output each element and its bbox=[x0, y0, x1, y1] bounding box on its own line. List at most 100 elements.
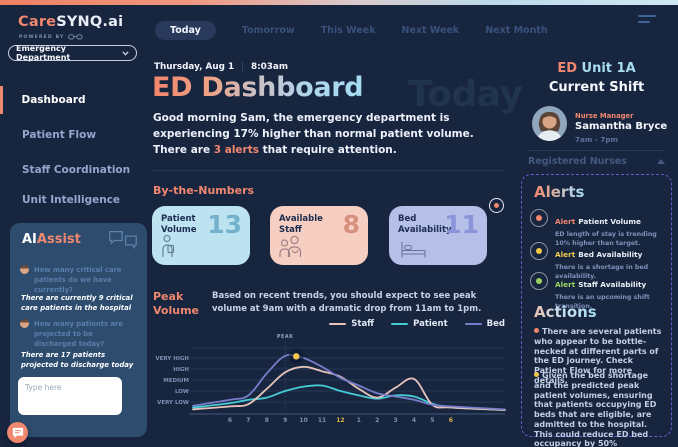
chat-answer: There are 17 patients projected to disch… bbox=[21, 351, 134, 370]
logo-care: Care bbox=[18, 14, 57, 30]
svg-text:3: 3 bbox=[394, 417, 398, 424]
svg-text:8: 8 bbox=[265, 417, 269, 424]
alert-bed-availability[interactable]: Alert Bed Availability There is a shortag… bbox=[530, 242, 662, 281]
tab-next-month[interactable]: Next Month bbox=[485, 25, 548, 36]
tab-next-week[interactable]: Next Week bbox=[401, 25, 460, 36]
bed-icon bbox=[400, 241, 427, 262]
staff-icon bbox=[277, 234, 303, 262]
svg-text:9: 9 bbox=[283, 417, 287, 424]
sidebar-item-unit-intelligence[interactable]: Unit Intelligence bbox=[22, 194, 121, 206]
svg-text:HIGH: HIGH bbox=[173, 367, 189, 373]
sidebar-item-staff-coordination[interactable]: Staff Coordination bbox=[22, 164, 131, 176]
nurse-name: Samantha Bryce bbox=[575, 121, 668, 132]
svg-text:12: 12 bbox=[336, 417, 344, 424]
aiassist-title: AIAssist bbox=[22, 232, 81, 247]
peak-volume-description: Based on recent trends, you should expec… bbox=[212, 291, 482, 314]
legend-item-staff: Staff bbox=[329, 319, 374, 329]
aiassist-panel: AIAssist How many critical care patients… bbox=[10, 223, 147, 437]
alert-detail: There is a shortage in bed availability. bbox=[555, 264, 649, 281]
current-shift-label: Current Shift bbox=[548, 79, 645, 95]
hamburger-menu-icon[interactable] bbox=[638, 15, 656, 27]
alerts-count-highlight: 3 alerts bbox=[213, 143, 259, 156]
svg-text:11: 11 bbox=[318, 417, 326, 424]
alerts-title: Alerts bbox=[534, 183, 585, 201]
alert-detail: ED length of stay is trending 10% higher… bbox=[555, 231, 657, 248]
svg-text:5: 5 bbox=[430, 417, 434, 424]
svg-text:6: 6 bbox=[449, 417, 453, 424]
action-item: Given the bed shortage and the predicted… bbox=[534, 371, 657, 447]
logo-synq: SYNQ.ai bbox=[56, 14, 124, 30]
department-dropdown[interactable]: Emergency Department bbox=[8, 44, 137, 62]
alert-status-icon bbox=[530, 272, 548, 290]
patient-line-swatch bbox=[391, 322, 409, 326]
bullet-icon bbox=[534, 372, 539, 377]
tab-today[interactable]: Today bbox=[155, 21, 216, 40]
bed-line-swatch bbox=[464, 322, 482, 326]
nurse-avatar bbox=[532, 106, 567, 145]
svg-text:LOW: LOW bbox=[175, 389, 189, 395]
sidebar-item-patient-flow[interactable]: Patient Flow bbox=[22, 129, 97, 141]
chat-input[interactable] bbox=[18, 377, 122, 415]
chat-answer: There are currently 9 critical care pati… bbox=[21, 294, 133, 313]
card-value: 8 bbox=[342, 210, 360, 239]
card-value: 11 bbox=[444, 210, 479, 239]
svg-text:1: 1 bbox=[357, 417, 361, 424]
staff-line-swatch bbox=[329, 322, 347, 326]
shift-hours: 7am - 7pm bbox=[575, 135, 618, 144]
patient-volume-card[interactable]: Patient Volume 13 bbox=[152, 206, 250, 265]
chart-legend: Staff Patient Bed bbox=[329, 319, 505, 329]
svg-text:6: 6 bbox=[228, 417, 232, 424]
legend-item-bed: Bed bbox=[464, 319, 505, 329]
patient-icon bbox=[159, 234, 181, 262]
chat-bubbles-icon bbox=[108, 229, 138, 256]
sidebar-item-dashboard[interactable]: Dashboard bbox=[0, 86, 148, 114]
time-label: 8:03am bbox=[251, 62, 289, 72]
card-label: Patient Volume bbox=[161, 214, 197, 235]
chevron-down-icon bbox=[122, 50, 129, 56]
notification-badge[interactable] bbox=[489, 198, 504, 213]
alert-detail: There is an upcoming shift transition. bbox=[555, 294, 650, 310]
alert-staff-availability[interactable]: Alert Staff Availability There is an upco… bbox=[530, 272, 662, 311]
numbers-heading: By-the-Numbers bbox=[153, 184, 255, 197]
date-label: Thursday, Aug 1 bbox=[154, 62, 235, 72]
card-value: 13 bbox=[207, 210, 242, 239]
available-staff-card[interactable]: Available Staff 8 bbox=[270, 206, 368, 265]
svg-text:PEAK: PEAK bbox=[277, 334, 294, 340]
svg-text:VERY HIGH: VERY HIGH bbox=[155, 356, 189, 362]
today-watermark: Today bbox=[408, 74, 523, 115]
user-avatar bbox=[20, 319, 29, 328]
page-title: ED Dashboard bbox=[152, 72, 364, 103]
svg-text:MEDIUM: MEDIUM bbox=[163, 378, 189, 384]
divider bbox=[153, 170, 505, 171]
card-label: Bed Availability bbox=[398, 214, 452, 235]
tab-this-week[interactable]: This Week bbox=[320, 25, 376, 36]
alerts-actions-panel: Alerts Alert Patient Volume ED length of … bbox=[521, 174, 672, 447]
glasses-icon bbox=[68, 34, 83, 40]
unit-header: ED Unit 1A Current Shift bbox=[521, 60, 672, 98]
bed-availability-card[interactable]: Bed Availability 11 bbox=[389, 206, 487, 265]
registered-nurses-toggle[interactable]: Registered Nurses bbox=[528, 156, 665, 167]
svg-text:2: 2 bbox=[375, 417, 379, 424]
divider bbox=[528, 150, 665, 151]
top-gradient-bar bbox=[0, 0, 678, 5]
tab-tomorrow[interactable]: Tomorrow bbox=[241, 25, 295, 36]
legend-item-patient: Patient bbox=[391, 319, 448, 329]
actions-title: Actions bbox=[534, 303, 597, 321]
chat-question: How many critical care patients do we ha… bbox=[20, 265, 132, 296]
card-label: Available Staff bbox=[279, 214, 323, 235]
collapse-arrow-icon bbox=[657, 159, 665, 164]
chat-fab-button[interactable] bbox=[7, 422, 28, 443]
svg-text:7: 7 bbox=[246, 417, 250, 424]
user-avatar bbox=[20, 265, 29, 274]
peak-volume-chart: VERY HIGH HIGH MEDIUM LOW VERY LOW PEAK 6 7 8 9 10… bbox=[155, 334, 506, 424]
svg-text:10: 10 bbox=[299, 417, 307, 424]
alert-patient-volume[interactable]: Alert Patient Volume ED length of stay is… bbox=[530, 209, 662, 248]
action-item: There are several patients who appear to… bbox=[534, 327, 662, 385]
alert-status-icon bbox=[530, 242, 548, 260]
peak-volume-heading: Peak Volume bbox=[153, 290, 199, 318]
alert-status-icon bbox=[530, 209, 548, 227]
svg-text:VERY LOW: VERY LOW bbox=[157, 400, 189, 406]
chat-icon bbox=[12, 427, 23, 438]
svg-text:4: 4 bbox=[412, 417, 416, 424]
